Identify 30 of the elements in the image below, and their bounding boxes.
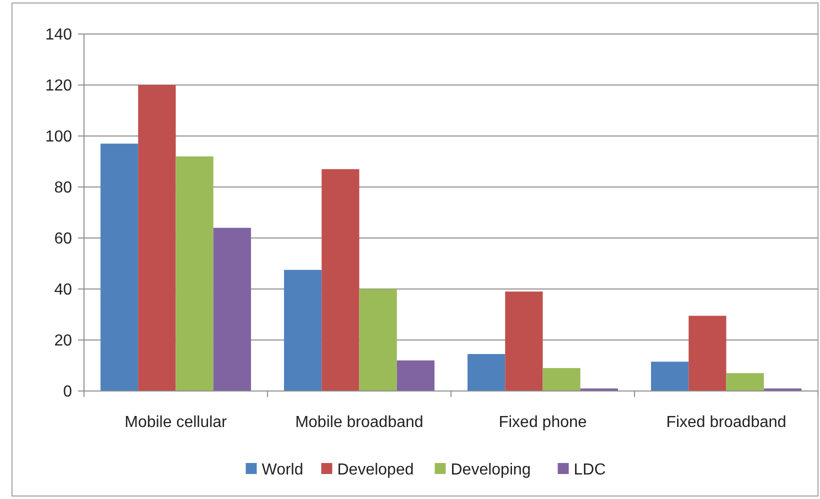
bar <box>542 368 580 391</box>
bar <box>100 144 138 391</box>
bar <box>468 354 506 391</box>
x-tick-label: Fixed broadband <box>666 414 786 431</box>
y-tick-label: 20 <box>54 332 72 350</box>
y-tick-label: 120 <box>45 78 72 95</box>
bar <box>688 316 726 391</box>
y-tick-label: 140 <box>45 26 72 44</box>
y-tick-label: 80 <box>54 180 72 197</box>
bar <box>322 169 360 391</box>
x-tick-label: Fixed phone <box>498 414 587 431</box>
bar <box>138 85 176 391</box>
bar <box>176 156 214 391</box>
legend-label: Developing <box>450 462 531 479</box>
bar <box>505 292 543 391</box>
y-tick-label: 40 <box>54 282 72 299</box>
bar <box>396 360 434 391</box>
y-tick-label: 100 <box>45 128 72 146</box>
bar <box>726 373 764 391</box>
legend-label: Developed <box>337 462 414 479</box>
x-tick-label: Mobile cellular <box>124 414 228 431</box>
legend-label: LDC <box>574 462 606 479</box>
bar <box>651 362 689 391</box>
bar <box>213 228 251 391</box>
y-tick-label: 0 <box>63 384 72 401</box>
x-tick-label: Mobile broadband <box>295 414 424 431</box>
bar <box>359 289 397 391</box>
legend-label: World <box>262 462 304 479</box>
bar <box>284 270 322 391</box>
y-tick-label: 60 <box>54 230 72 248</box>
